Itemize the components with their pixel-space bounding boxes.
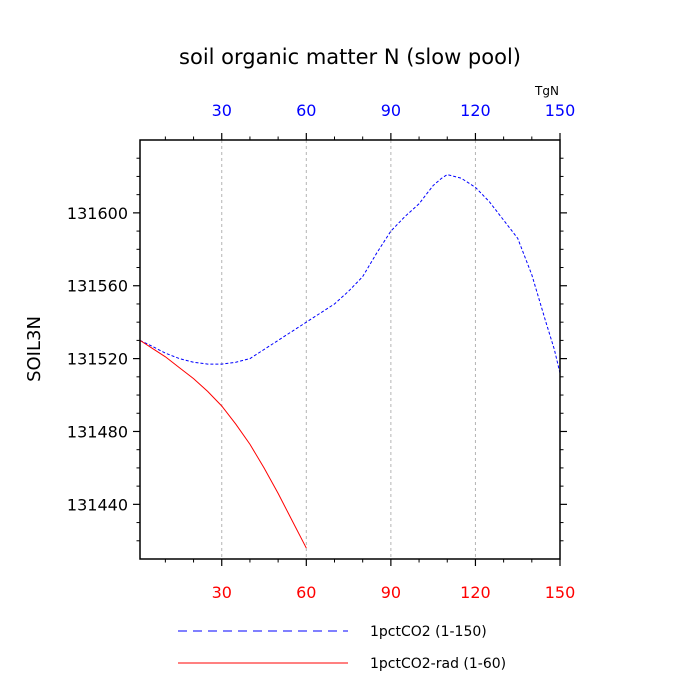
grid-layer xyxy=(221,140,561,559)
series-layer xyxy=(139,174,561,549)
series-line-2 xyxy=(139,339,307,549)
y-tick-label-131480: 131480 xyxy=(67,422,128,441)
y-tick-label-131560: 131560 xyxy=(67,277,128,296)
x-tick-label-top-30: 30 xyxy=(212,101,232,120)
chart-title: soil organic matter N (slow pool) xyxy=(179,45,521,69)
y-tick-label-131520: 131520 xyxy=(67,350,128,369)
x-tick-label-bottom-60: 60 xyxy=(296,583,316,602)
plot-frame xyxy=(139,139,561,560)
y-tick-label-131600: 131600 xyxy=(67,204,128,223)
x-tick-label-bottom-120: 120 xyxy=(460,583,491,602)
y-axis-label: SOIL3N xyxy=(24,316,45,382)
x-tick-label-bottom-150: 150 xyxy=(545,583,576,602)
series-line-1 xyxy=(139,174,561,374)
x-tick-label-top-60: 60 xyxy=(296,101,316,120)
x-tick-label-top-150: 150 xyxy=(545,101,576,120)
x-tick-label-top-120: 120 xyxy=(460,101,491,120)
legend-label-2: 1pctCO2-rad (1-60) xyxy=(370,656,506,672)
legend-label-1: 1pctCO2 (1-150) xyxy=(370,624,487,640)
x-tick-label-top-90: 90 xyxy=(381,101,401,120)
x-tick-label-bottom-90: 90 xyxy=(381,583,401,602)
legend-layer: 1pctCO2 (1-150) 1pctCO2-rad (1-60) xyxy=(178,624,506,672)
axis-layer: 131440 131480 131520 131560 131600 30 30 60 60 90… xyxy=(67,101,575,602)
x-tick-label-bottom-30: 30 xyxy=(212,583,232,602)
y-tick-label-131440: 131440 xyxy=(67,495,128,514)
top-axis-unit: TgN xyxy=(534,84,559,98)
